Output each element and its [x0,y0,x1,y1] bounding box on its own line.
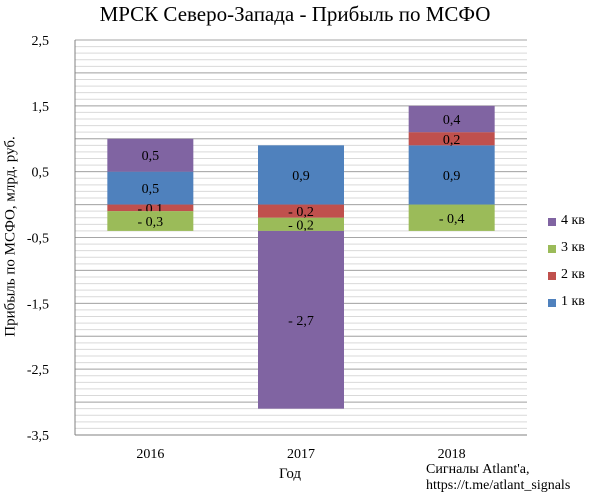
bar-segment [258,145,344,205]
chart-title: МРСК Северо-Запада - Прибыль по МСФО [99,2,491,26]
legend-swatch [548,272,556,280]
bar-segment [107,171,194,205]
x-tick-label: 2016 [136,447,164,462]
y-tick-label: -2,5 [27,363,49,378]
legend-label: 2 кв [561,267,585,282]
x-tick-label: 2017 [287,447,315,462]
data-label: - 0,2 [288,205,314,220]
bar-segment [258,230,344,409]
data-label: - 0,4 [439,212,465,227]
bar-segment [107,204,194,212]
data-label: 0,4 [443,113,461,128]
data-label: - 0,3 [137,215,163,230]
data-label: - 0,2 [288,218,314,233]
legend-swatch [548,218,556,226]
legend-swatch [548,245,556,253]
data-label: 0,2 [443,133,461,148]
y-tick-label: 2,5 [32,34,50,49]
y-tick-label: -3,5 [27,429,49,444]
data-label: - 2,7 [288,314,314,329]
legend-label: 3 кв [561,240,585,255]
data-label: 0,9 [292,169,310,184]
legend-swatch [548,299,556,307]
y-tick-label: 0,5 [32,166,50,181]
bar-segment [408,132,495,146]
bar-segment [258,217,344,231]
y-tick-label: -0,5 [27,232,49,247]
source-credit: Сигналы Atlant'a, https://t.me/atlant_si… [426,462,570,494]
y-tick-label: -1,5 [27,297,49,312]
y-tick-label: 1,5 [32,100,50,115]
credit-line-1: Сигналы Atlant'a, [426,462,530,477]
x-axis-label: Год [278,466,302,482]
x-tick-label: 2018 [438,447,466,462]
legend-label: 1 кв [561,294,585,309]
data-label: 0,9 [443,169,461,184]
credit-line-2: https://t.me/atlant_signals [426,478,571,493]
bar-segment [408,145,495,205]
legend-label: 4 кв [561,213,585,228]
bar-segment [408,204,495,231]
bar-segment [258,204,344,218]
data-label: 0,5 [142,149,160,164]
data-label: 0,5 [142,182,160,197]
bar-segment [408,105,495,133]
bar-segment [107,138,194,172]
bar-segment [107,211,194,231]
